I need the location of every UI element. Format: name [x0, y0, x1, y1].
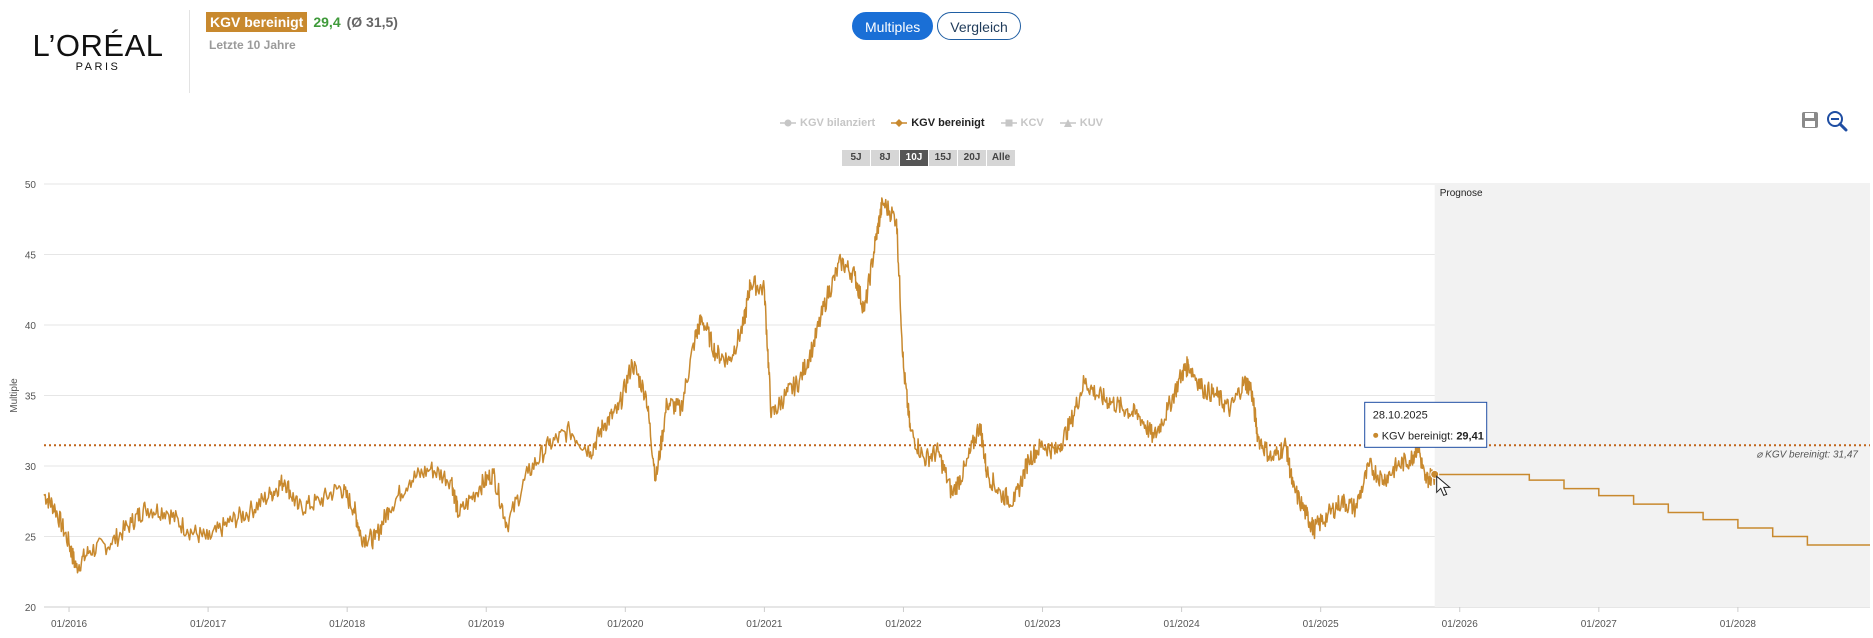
tooltip-value: 29,41 — [1456, 430, 1484, 442]
tooltip-series-name: KGV bereinigt: — [1382, 430, 1454, 442]
range-tab-15j[interactable]: 15J — [929, 150, 957, 166]
x-tick-label: 01/2027 — [1581, 619, 1618, 630]
range-tab-20j[interactable]: 20J — [958, 150, 986, 166]
logo-wordmark: L’ORÉAL — [32, 28, 164, 63]
range-tab-10j[interactable]: 10J — [900, 150, 928, 166]
x-tick-label: 01/2024 — [1164, 619, 1201, 630]
chart-tools — [1800, 110, 1848, 132]
legend-item-kgv-bilanziert[interactable]: KGV bilanziert — [780, 117, 875, 129]
x-tick-label: 01/2026 — [1442, 619, 1479, 630]
tooltip-series: KGV bereinigt: 29,41 — [1382, 430, 1484, 442]
compare-button[interactable]: Vergleich — [937, 12, 1021, 40]
tooltip: 28.10.2025 KGV bereinigt: 29,41 — [1364, 401, 1488, 448]
legend-label: KUV — [1079, 117, 1103, 129]
legend-circle-icon — [780, 119, 796, 127]
zoom-out-icon[interactable] — [1826, 110, 1848, 132]
x-tick-label: 01/2017 — [190, 619, 227, 630]
x-tick-label: 01/2022 — [885, 619, 922, 630]
y-tick-label: 25 — [25, 533, 37, 544]
y-tick-label: 40 — [25, 321, 37, 332]
period-label: Letzte 10 Jahre — [209, 38, 296, 52]
range-tabs: 5J 8J 10J 15J 20J Alle — [842, 150, 1015, 166]
y-tick-label: 20 — [25, 603, 37, 614]
metric-average: (Ø 31,5) — [346, 14, 398, 30]
x-tick-label: 01/2020 — [607, 619, 644, 630]
legend-item-kuv[interactable]: KUV — [1059, 117, 1103, 129]
logo-subline: PARIS — [75, 61, 121, 73]
range-tab-8j[interactable]: 8J — [871, 150, 899, 166]
header-divider — [189, 10, 190, 93]
forecast-region — [1434, 184, 1870, 607]
average-label: ⌀ KGV bereinigt: 31,47 — [1756, 449, 1858, 460]
legend-triangle-icon — [1059, 119, 1076, 127]
y-axis: 20 25 30 35 40 45 50 — [25, 180, 37, 614]
series-line-history — [43, 197, 1436, 574]
x-tick-label: 01/2025 — [1303, 619, 1340, 630]
tooltip-box — [1364, 401, 1488, 448]
mouse-cursor-icon — [1436, 475, 1452, 496]
x-tick-label: 01/2016 — [51, 619, 88, 630]
y-axis-label: Multiple — [9, 378, 20, 413]
company-logo: L’ORÉAL PARIS — [28, 30, 168, 73]
x-tick-label: 01/2028 — [1720, 619, 1757, 630]
metric-badge: KGV bereinigt — [206, 12, 308, 32]
headline: KGV bereinigt 29,4 (Ø 31,5) — [206, 12, 398, 32]
legend-square-icon — [1000, 119, 1017, 127]
y-tick-label: 30 — [25, 462, 37, 473]
legend-label: KCV — [1020, 117, 1044, 129]
tooltip-marker — [1373, 432, 1379, 438]
x-axis: 01/2016 01/2017 01/2018 01/2019 01/2020 01/20… — [51, 607, 1756, 630]
save-icon[interactable] — [1800, 110, 1820, 130]
legend-item-kgv-bereinigt[interactable]: KGV bereinigt — [891, 117, 985, 129]
y-tick-label: 45 — [25, 251, 37, 262]
legend-item-kcv[interactable]: KCV — [1000, 117, 1044, 129]
legend-diamond-icon — [891, 119, 908, 127]
x-tick-label: 01/2018 — [329, 619, 366, 630]
series-line-forecast — [1434, 473, 1870, 546]
y-tick-label: 50 — [25, 180, 37, 191]
y-tick-label: 35 — [25, 392, 37, 403]
multiples-button[interactable]: Multiples — [852, 12, 934, 40]
x-tick-label: 01/2023 — [1024, 619, 1061, 630]
x-tick-label: 01/2021 — [746, 619, 783, 630]
tooltip-date: 28.10.2025 — [1373, 409, 1428, 421]
metric-value: 29,4 — [313, 14, 341, 30]
mode-toggle: Multiples Vergleich — [852, 12, 1021, 40]
range-tab-5j[interactable]: 5J — [842, 150, 870, 166]
legend-label: KGV bereinigt — [911, 117, 985, 129]
forecast-label: Prognose — [1440, 188, 1483, 199]
range-tab-alle[interactable]: Alle — [987, 150, 1015, 166]
legend-label: KGV bilanziert — [800, 117, 876, 129]
chart-legend: KGV bilanziert KGV bereinigt KCV KUV — [780, 117, 1103, 129]
x-tick-label: 01/2019 — [468, 619, 505, 630]
